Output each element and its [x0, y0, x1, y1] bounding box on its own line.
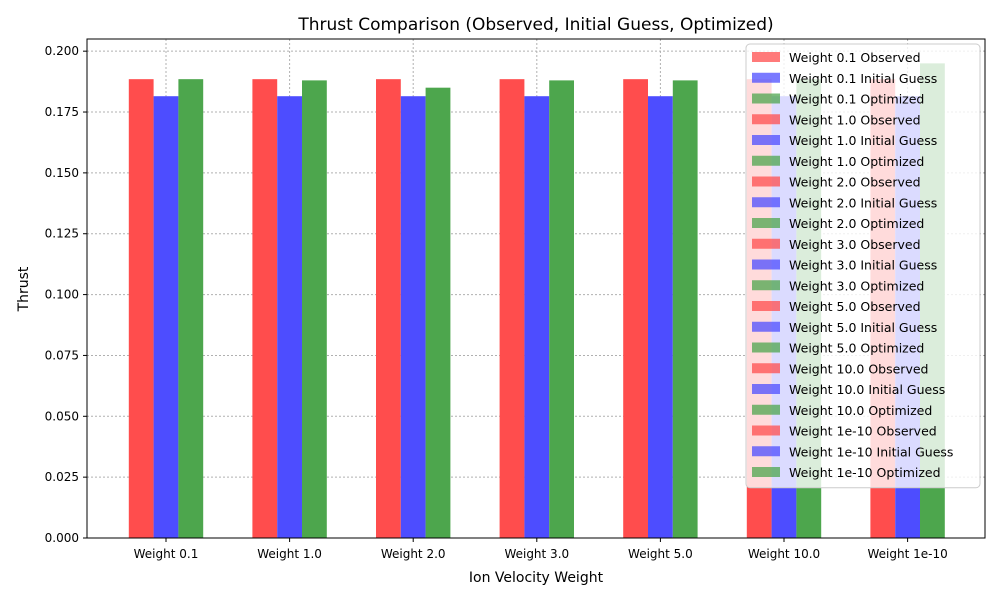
x-axis-label: Ion Velocity Weight [469, 570, 604, 586]
bar-initial-guess [648, 96, 673, 538]
bar-optimized [178, 79, 204, 538]
legend-label: Weight 5.0 Observed [789, 299, 921, 314]
x-tick-label: Weight 2.0 [381, 547, 446, 561]
legend-swatch [752, 176, 780, 187]
y-tick-label: 0.000 [45, 531, 79, 545]
legend-swatch [752, 52, 780, 62]
x-tick-label: Weight 3.0 [504, 547, 569, 561]
legend-label: Weight 10.0 Initial Guess [789, 382, 945, 397]
legend-label: Weight 0.1 Observed [789, 50, 921, 65]
bar-observed [252, 79, 278, 538]
legend-label: Weight 0.1 Initial Guess [789, 71, 937, 86]
bar-observed [376, 79, 401, 538]
bar-initial-guess [277, 96, 302, 538]
legend-label: Weight 1e-10 Initial Guess [789, 444, 953, 459]
legend: Weight 0.1 Observed Weight 0.1 Initial Gu… [745, 43, 981, 489]
legend-swatch [752, 301, 780, 311]
x-tick-label: Weight 1e-10 [867, 547, 947, 561]
legend-label: Weight 0.1 Optimized [789, 92, 924, 107]
legend-swatch [752, 342, 780, 353]
bar-optimized [672, 80, 698, 538]
y-tick-label: 0.200 [45, 44, 79, 58]
legend-label: Weight 10.0 Observed [789, 361, 928, 376]
legend-swatch [752, 363, 780, 374]
legend-label: Weight 2.0 Initial Guess [789, 195, 937, 210]
legend-swatch [752, 93, 780, 104]
legend-swatch [752, 280, 780, 291]
y-tick-label: 0.125 [45, 227, 79, 241]
legend-label: Weight 2.0 Optimized [789, 216, 924, 231]
legend-label: Weight 5.0 Optimized [789, 341, 924, 356]
legend-swatch [752, 155, 780, 166]
legend-label: Weight 5.0 Initial Guess [789, 320, 937, 335]
legend-swatch [752, 425, 780, 436]
y-tick-label: 0.175 [45, 105, 79, 119]
legend-swatch [752, 197, 780, 208]
legend-swatch [752, 384, 780, 394]
legend-swatch [752, 72, 780, 83]
legend-label: Weight 1.0 Initial Guess [789, 133, 937, 148]
legend-label: Weight 10.0 Optimized [789, 403, 932, 418]
bar-observed [128, 79, 154, 538]
legend-label: Weight 3.0 Initial Guess [789, 258, 937, 273]
y-tick-label: 0.050 [45, 409, 79, 423]
bar-optimized [302, 80, 327, 538]
bar-observed [499, 79, 525, 538]
legend-swatch [752, 259, 780, 270]
bar-initial-guess [524, 96, 550, 538]
legend-swatch [752, 467, 780, 477]
legend-swatch [752, 114, 780, 125]
legend-label: Weight 1.0 Observed [789, 112, 921, 127]
legend-swatch [752, 321, 780, 332]
legend-swatch [752, 135, 780, 145]
bar-initial-guess [153, 96, 179, 538]
legend-label: Weight 3.0 Optimized [789, 278, 924, 293]
legend-box [745, 43, 981, 489]
tick-labels: 0.000 0.025 0.050 0.075 0.100 0.125 0.150 0.175… [45, 44, 948, 561]
axes [83, 38, 986, 542]
y-tick-label: 0.025 [45, 470, 79, 484]
y-tick-label: 0.150 [45, 166, 79, 180]
axes-frame [86, 38, 986, 539]
y-tick-label: 0.075 [45, 348, 79, 362]
legend-label: Weight 1.0 Optimized [789, 154, 924, 169]
legend-swatch [752, 238, 780, 249]
x-tick-label: Weight 10.0 [748, 547, 820, 561]
y-tick-label: 0.100 [45, 288, 79, 302]
legend-swatch [752, 218, 780, 228]
x-tick-label: Weight 0.1 [134, 547, 199, 561]
x-tick-label: Weight 1.0 [257, 547, 322, 561]
legend-swatch [752, 404, 780, 415]
y-axis-label: Thrust [16, 266, 32, 312]
bar-initial-guess [400, 96, 426, 538]
legend-label: Weight 2.0 Observed [789, 175, 921, 190]
legend-swatch [752, 446, 780, 457]
legend-label: Weight 1e-10 Optimized [789, 465, 941, 480]
legend-label: Weight 3.0 Observed [789, 237, 921, 252]
x-tick-label: Weight 5.0 [628, 547, 693, 561]
bar-observed [623, 79, 648, 538]
bar-optimized [425, 87, 451, 539]
legend-label: Weight 1e-10 Observed [789, 424, 937, 439]
chart-title: Thrust Comparison (Observed, Initial Gue… [297, 15, 773, 35]
bar-optimized [549, 80, 574, 538]
